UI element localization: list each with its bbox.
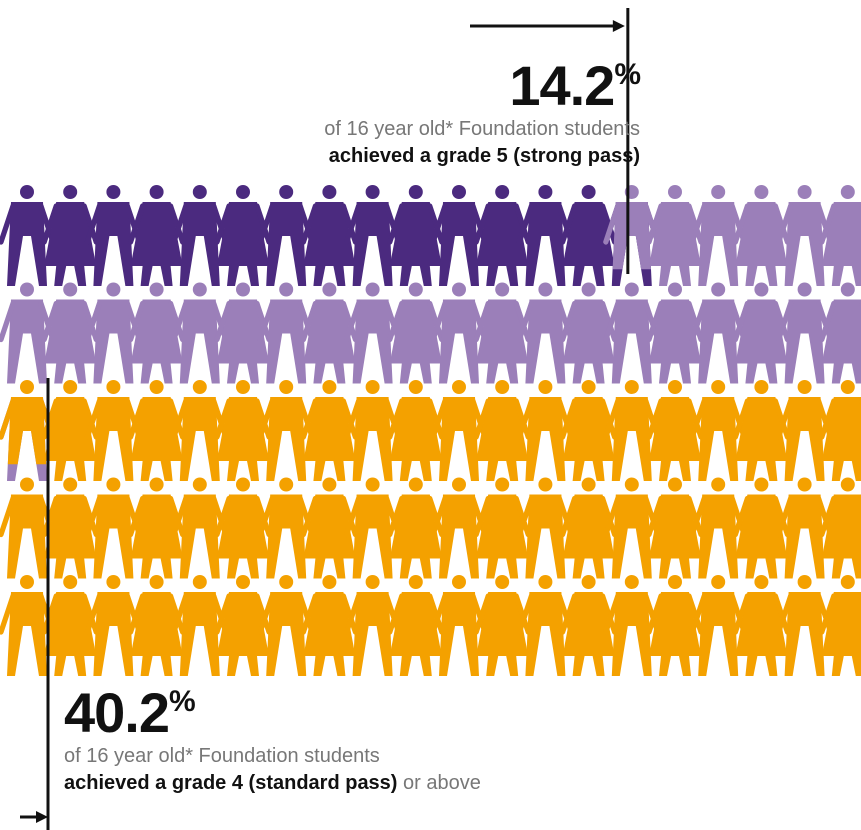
grade5-annotation: 14.2% of 16 year old* Foundation student…	[324, 54, 641, 168]
person-icon	[41, 185, 99, 286]
person-icon	[473, 282, 531, 384]
person-icon	[344, 185, 402, 286]
person-icon	[344, 575, 402, 676]
grade5-description: of 16 year old* Foundation students	[324, 118, 640, 140]
person-icon	[646, 282, 704, 384]
person-icon	[214, 575, 272, 676]
grade4-description: of 16 year old* Foundation students	[64, 745, 380, 767]
person-icon	[559, 575, 618, 676]
person-icon	[257, 575, 315, 676]
grade5-percentage: 14.2%	[509, 54, 641, 117]
person-icon	[214, 282, 272, 384]
person-icon	[387, 185, 445, 286]
person-icon	[41, 575, 99, 676]
person-icon	[257, 185, 315, 286]
person-icon	[559, 282, 618, 384]
person-icon	[473, 575, 531, 676]
person-icon	[387, 477, 445, 579]
person-icon	[387, 282, 445, 384]
person-icon	[128, 380, 186, 481]
person-icon	[819, 477, 861, 579]
grade5-arrowhead	[612, 20, 625, 32]
grade5-label: achieved a grade 5 (strong pass)	[328, 145, 640, 167]
person-icon	[473, 477, 531, 579]
person-icon	[300, 185, 358, 286]
person-icon	[41, 282, 99, 384]
person-icon	[214, 477, 272, 579]
grade4-percentage: 40.2%	[64, 681, 196, 744]
person-icon	[171, 477, 229, 579]
person-icon	[559, 185, 618, 286]
person-icon	[559, 477, 618, 579]
person-icon	[516, 477, 575, 579]
person-icon	[84, 575, 143, 676]
person-icon	[41, 380, 99, 481]
grade4-annotation: 40.2% of 16 year old* Foundation student…	[64, 685, 481, 795]
person-icon	[689, 282, 747, 384]
person-icon	[646, 380, 704, 481]
person-icon	[128, 185, 186, 286]
person-icon	[0, 185, 56, 286]
person-icon	[819, 185, 861, 286]
person-icon	[128, 575, 186, 676]
person-icon	[603, 185, 661, 286]
person-icon	[430, 575, 488, 676]
person-icon	[257, 477, 315, 579]
person-icon	[775, 575, 834, 676]
person-icon	[128, 282, 186, 384]
person-icon	[603, 380, 661, 481]
person-icon	[387, 575, 445, 676]
person-icon	[344, 380, 402, 481]
person-icon	[819, 575, 861, 676]
person-icon	[689, 477, 747, 579]
person-icon	[41, 477, 99, 579]
person-icon	[732, 380, 791, 481]
person-icon	[603, 575, 661, 676]
person-icon	[732, 282, 791, 384]
person-icon	[300, 380, 358, 481]
person-icon	[646, 575, 704, 676]
person-icon	[300, 575, 358, 676]
person-icon	[300, 282, 358, 384]
person-icon	[646, 477, 704, 579]
person-icon	[84, 185, 143, 286]
person-icon	[732, 185, 791, 286]
person-icon	[430, 477, 488, 579]
person-icon	[473, 380, 531, 481]
person-icon	[473, 185, 531, 286]
person-icon	[387, 380, 445, 481]
person-icon	[128, 477, 186, 579]
person-icon	[171, 185, 229, 286]
grade4-label: achieved a grade 4 (standard pass) or ab…	[64, 772, 481, 794]
person-icon	[300, 477, 358, 579]
person-icon	[344, 282, 402, 384]
person-icon	[646, 185, 704, 286]
person-icon	[214, 185, 272, 286]
grade4-arrowhead	[36, 811, 48, 823]
person-icon	[559, 380, 618, 481]
person-icon	[732, 477, 791, 579]
person-icon	[819, 380, 861, 481]
person-icon	[732, 575, 791, 676]
person-icon	[819, 282, 861, 384]
person-icon	[214, 380, 272, 481]
